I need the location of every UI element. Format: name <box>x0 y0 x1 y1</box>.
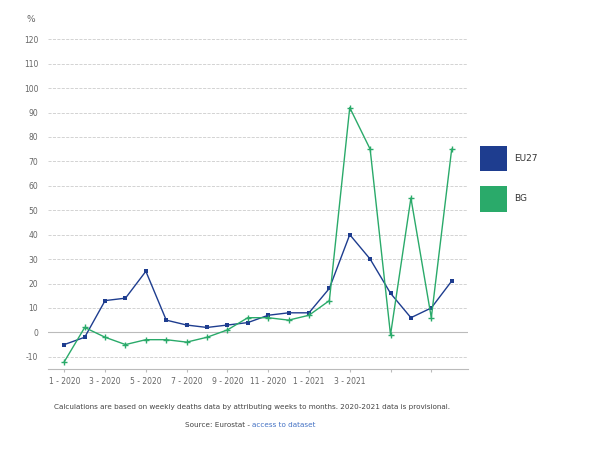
Text: Calculations are based on weekly deaths data by attributing weeks to months. 202: Calculations are based on weekly deaths … <box>54 404 450 410</box>
Bar <box>480 186 507 211</box>
Bar <box>480 146 507 171</box>
Text: EU27: EU27 <box>515 154 538 163</box>
Text: access to dataset: access to dataset <box>252 422 316 428</box>
Y-axis label: %: % <box>27 14 35 23</box>
Text: BG: BG <box>515 194 527 203</box>
Text: Source: Eurostat -: Source: Eurostat - <box>185 422 252 428</box>
